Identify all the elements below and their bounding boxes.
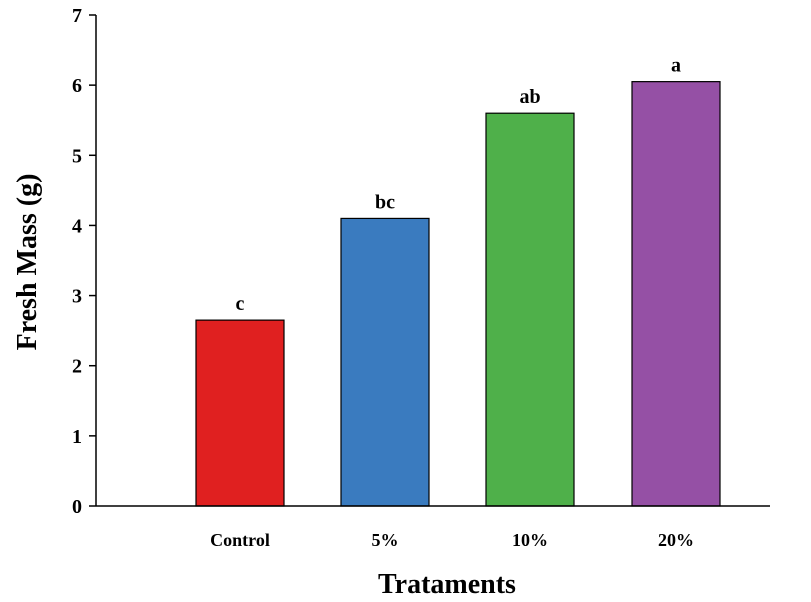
bar-3 bbox=[485, 112, 575, 507]
x-category-label: 5% bbox=[372, 530, 399, 550]
y-tick-label: 3 bbox=[72, 286, 82, 308]
y-tick-label: 6 bbox=[72, 75, 82, 97]
bar-data-label: a bbox=[671, 55, 681, 77]
bar-data-label: bc bbox=[375, 191, 395, 213]
x-axis-title: Trataments bbox=[378, 569, 516, 600]
x-category-label: 20% bbox=[658, 530, 694, 550]
y-tick-label: 0 bbox=[72, 496, 82, 518]
bar-1 bbox=[195, 319, 285, 507]
bar-data-label: c bbox=[236, 293, 245, 315]
bar-2 bbox=[340, 217, 430, 507]
bar-data-label: ab bbox=[519, 86, 540, 108]
y-tick-label: 4 bbox=[72, 215, 82, 237]
x-category-label: 10% bbox=[512, 530, 548, 550]
x-category-label: Control bbox=[210, 530, 270, 550]
y-tick-label: 7 bbox=[72, 5, 82, 27]
data-labels-group: c bc ab a bbox=[236, 55, 681, 315]
y-axis-title: Fresh Mass (g) bbox=[12, 174, 43, 351]
x-tick-labels-group: Control 5% 10% 20% bbox=[210, 530, 694, 550]
y-ticks-group: 0 1 2 3 4 5 6 7 bbox=[72, 5, 96, 518]
y-tick-label: 5 bbox=[72, 145, 82, 167]
bar-4 bbox=[631, 81, 721, 507]
bars-group bbox=[195, 81, 721, 507]
y-tick-label: 2 bbox=[72, 356, 82, 378]
y-tick-label: 1 bbox=[72, 426, 82, 448]
